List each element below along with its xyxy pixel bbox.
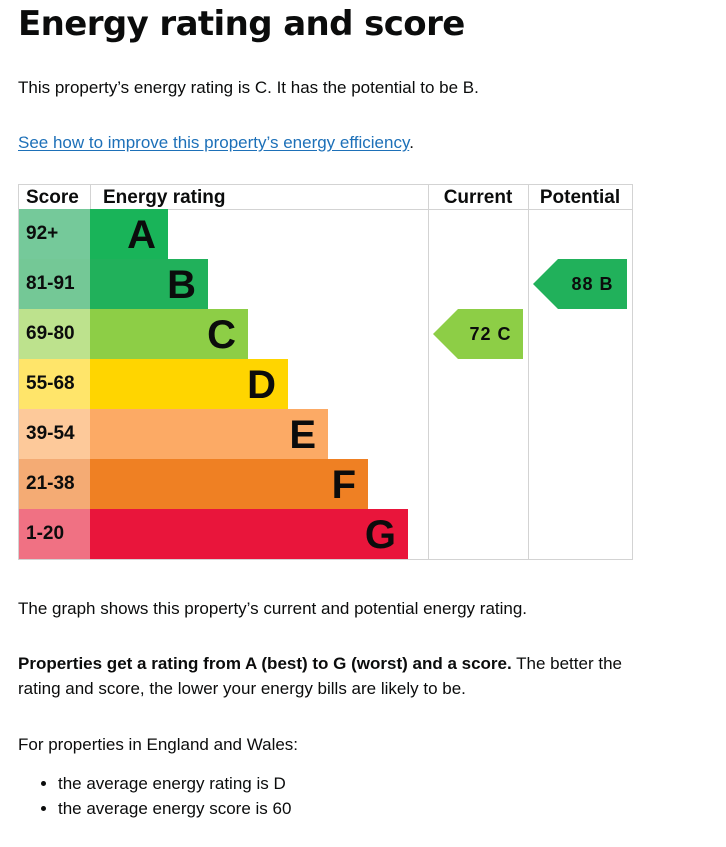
score-cell-a (19, 209, 90, 259)
current-header: Current (444, 187, 513, 208)
ratings-description: Properties get a rating from A (best) to… (18, 651, 668, 701)
score-range-e: 39-54 (26, 423, 75, 444)
rating-bar-c (90, 309, 248, 359)
rating-bar-e (90, 409, 328, 459)
rating-letter-a: A (127, 213, 156, 257)
rating-bar-f (90, 459, 368, 509)
average-rating-item: the average energy rating is D (58, 771, 291, 796)
score-cell-f (19, 459, 90, 509)
average-intro: For properties in England and Wales: (18, 735, 299, 754)
chart-frame (18, 184, 633, 560)
score-cell-g (19, 509, 90, 559)
rating-letter-b: B (167, 263, 196, 307)
current-rating-arrow (433, 309, 523, 359)
score-header: Score (26, 187, 79, 208)
ratings-bold-text: Properties get a rating from A (best) to… (18, 654, 512, 673)
rating-letter-c: C (207, 313, 236, 357)
score-cell-b (19, 259, 90, 309)
potential-rating-arrow (533, 259, 627, 309)
graph-description: The graph shows this property’s current … (18, 599, 528, 618)
score-range-b: 81-91 (26, 273, 75, 294)
energy-rating-header: Energy rating (103, 187, 225, 208)
score-cell-e (19, 409, 90, 459)
rating-bar-a (90, 209, 168, 259)
potential-header: Potential (540, 187, 620, 208)
score-range-f: 21-38 (26, 473, 75, 494)
score-range-a: 92+ (26, 223, 58, 244)
ratings-rest-text: The better the rating and score, the low… (18, 654, 622, 698)
average-score-item: the average energy score is 60 (58, 796, 291, 821)
page-title: Energy rating and score (18, 4, 465, 44)
rating-bar-d (90, 359, 288, 409)
average-list: the average energy rating is D the avera… (18, 771, 291, 821)
rating-letter-g: G (365, 513, 396, 557)
improve-suffix: . (409, 133, 414, 152)
energy-rating-chart: Score Energy rating Current Potential 92+ A 81… (18, 184, 633, 560)
current-rating-label: 72 C (469, 324, 511, 344)
improve-efficiency-link[interactable]: See how to improve this property’s energ… (18, 133, 410, 152)
potential-rating-label: 88 B (571, 274, 613, 294)
score-range-d: 55-68 (26, 373, 75, 394)
rating-bar-g (90, 509, 408, 559)
score-range-c: 69-80 (26, 323, 75, 344)
rating-summary: This property’s energy rating is C. It h… (18, 78, 479, 97)
rating-letter-f: F (332, 463, 356, 507)
score-range-g: 1-20 (26, 523, 64, 544)
rating-letter-d: D (247, 363, 276, 407)
score-cell-d (19, 359, 90, 409)
improve-paragraph: See how to improve this property’s energ… (18, 130, 668, 155)
rating-letter-e: E (289, 413, 316, 457)
score-cell-c (19, 309, 90, 359)
rating-bar-b (90, 259, 208, 309)
